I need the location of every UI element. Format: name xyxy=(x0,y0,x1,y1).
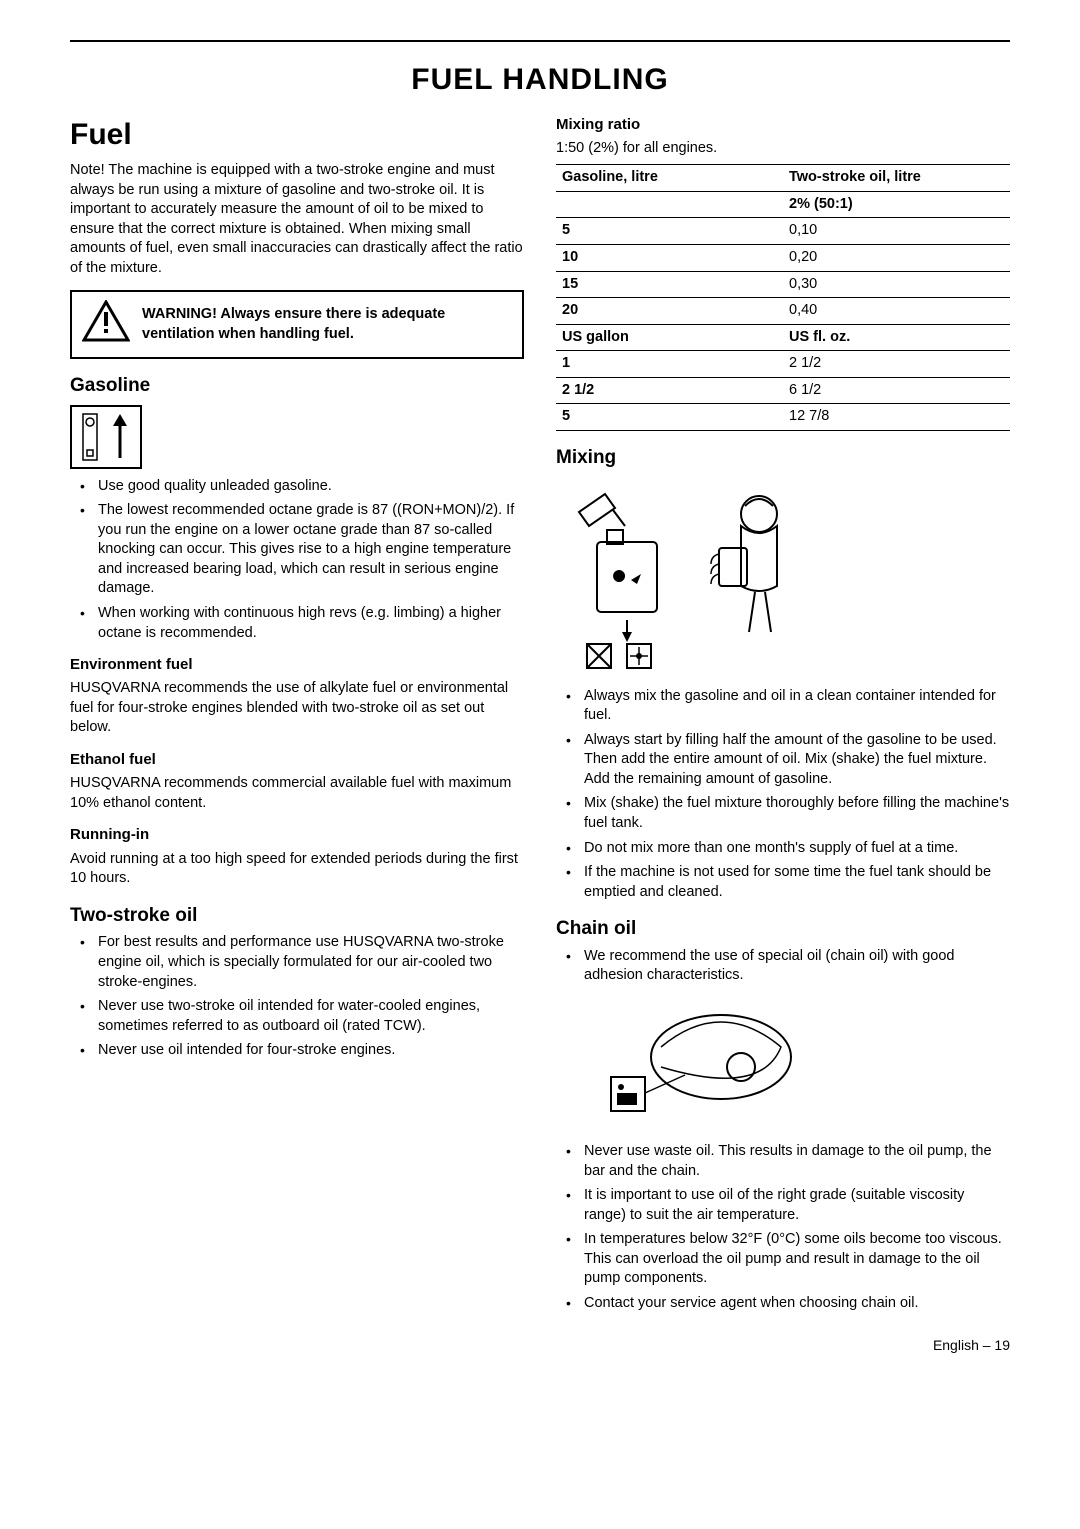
list-item: Do not mix more than one month's supply … xyxy=(556,839,1010,859)
warning-box: WARNING! Always ensure there is adequate… xyxy=(70,290,524,359)
table-cell: 15 xyxy=(556,271,783,298)
twostroke-heading: Two-stroke oil xyxy=(70,903,524,929)
list-item: Never use two-stroke oil intended for wa… xyxy=(70,997,524,1036)
table-cell: 2 1/2 xyxy=(783,351,1010,378)
running-heading: Running-in xyxy=(70,825,524,845)
table-cell: 5 xyxy=(556,218,783,245)
table-cell: 0,40 xyxy=(783,298,1010,325)
right-column: Mixing ratio 1:50 (2%) for all engines. … xyxy=(556,115,1010,1319)
ethanol-heading: Ethanol fuel xyxy=(70,750,524,770)
table-cell: 6 1/2 xyxy=(783,377,1010,404)
env-fuel-text: HUSQVARNA recommends the use of alkylate… xyxy=(70,679,524,738)
list-item: It is important to use oil of the right … xyxy=(556,1186,1010,1225)
list-item: Contact your service agent when choosing… xyxy=(556,1294,1010,1314)
table-header: US fl. oz. xyxy=(783,324,1010,351)
table-cell: 0,10 xyxy=(783,218,1010,245)
chainoil-illustration xyxy=(586,992,816,1132)
mixing-bullets: Always mix the gasoline and oil in a cle… xyxy=(556,687,1010,903)
chainoil-bullets-2: Never use waste oil. This results in dam… xyxy=(556,1142,1010,1314)
list-item: Always mix the gasoline and oil in a cle… xyxy=(556,687,1010,726)
list-item: When working with continuous high revs (… xyxy=(70,604,524,643)
table-cell: 20 xyxy=(556,298,783,325)
list-item: In temperatures below 32°F (0°C) some oi… xyxy=(556,1230,1010,1289)
table-cell: 0,20 xyxy=(783,245,1010,272)
warning-icon xyxy=(82,300,130,349)
gasoline-illustration xyxy=(70,405,142,469)
fuel-note: Note! The machine is equipped with a two… xyxy=(70,161,524,278)
fuel-heading: Fuel xyxy=(70,115,524,156)
list-item: Mix (shake) the fuel mixture thoroughly … xyxy=(556,794,1010,833)
table-cell: 5 xyxy=(556,404,783,431)
list-item: We recommend the use of special oil (cha… xyxy=(556,947,1010,986)
table-cell: 2 1/2 xyxy=(556,377,783,404)
running-text: Avoid running at a too high speed for ex… xyxy=(70,850,524,889)
list-item: Always start by filling half the amount … xyxy=(556,731,1010,790)
mixratio-text: 1:50 (2%) for all engines. xyxy=(556,139,1010,159)
chainoil-heading: Chain oil xyxy=(556,916,1010,942)
table-cell: 10 xyxy=(556,245,783,272)
table-header xyxy=(556,191,783,218)
chainoil-bullets-1: We recommend the use of special oil (cha… xyxy=(556,947,1010,986)
gasoline-heading: Gasoline xyxy=(70,373,524,399)
list-item: For best results and performance use HUS… xyxy=(70,933,524,992)
list-item: The lowest recommended octane grade is 8… xyxy=(70,501,524,599)
mixing-table: Gasoline, litre Two-stroke oil, litre 2%… xyxy=(556,164,1010,431)
table-cell: 12 7/8 xyxy=(783,404,1010,431)
table-header: Two-stroke oil, litre xyxy=(783,165,1010,192)
mixing-illustration xyxy=(564,477,834,677)
gasoline-bullets: Use good quality unleaded gasoline. The … xyxy=(70,477,524,644)
page-footer: English – 19 xyxy=(70,1336,1010,1355)
table-header: 2% (50:1) xyxy=(783,191,1010,218)
mixing-heading: Mixing xyxy=(556,445,1010,471)
left-column: Fuel Note! The machine is equipped with … xyxy=(70,115,524,1319)
warning-text: WARNING! Always ensure there is adequate… xyxy=(142,305,512,344)
list-item: If the machine is not used for some time… xyxy=(556,863,1010,902)
page-title: FUEL HANDLING xyxy=(70,60,1010,101)
table-cell: 0,30 xyxy=(783,271,1010,298)
table-cell: 1 xyxy=(556,351,783,378)
mixratio-heading: Mixing ratio xyxy=(556,115,1010,135)
table-header: US gallon xyxy=(556,324,783,351)
ethanol-text: HUSQVARNA recommends commercial availabl… xyxy=(70,774,524,813)
twostroke-bullets: For best results and performance use HUS… xyxy=(70,933,524,1060)
list-item: Never use oil intended for four-stroke e… xyxy=(70,1041,524,1061)
list-item: Never use waste oil. This results in dam… xyxy=(556,1142,1010,1181)
table-header: Gasoline, litre xyxy=(556,165,783,192)
list-item: Use good quality unleaded gasoline. xyxy=(70,477,524,497)
env-fuel-heading: Environment fuel xyxy=(70,655,524,675)
